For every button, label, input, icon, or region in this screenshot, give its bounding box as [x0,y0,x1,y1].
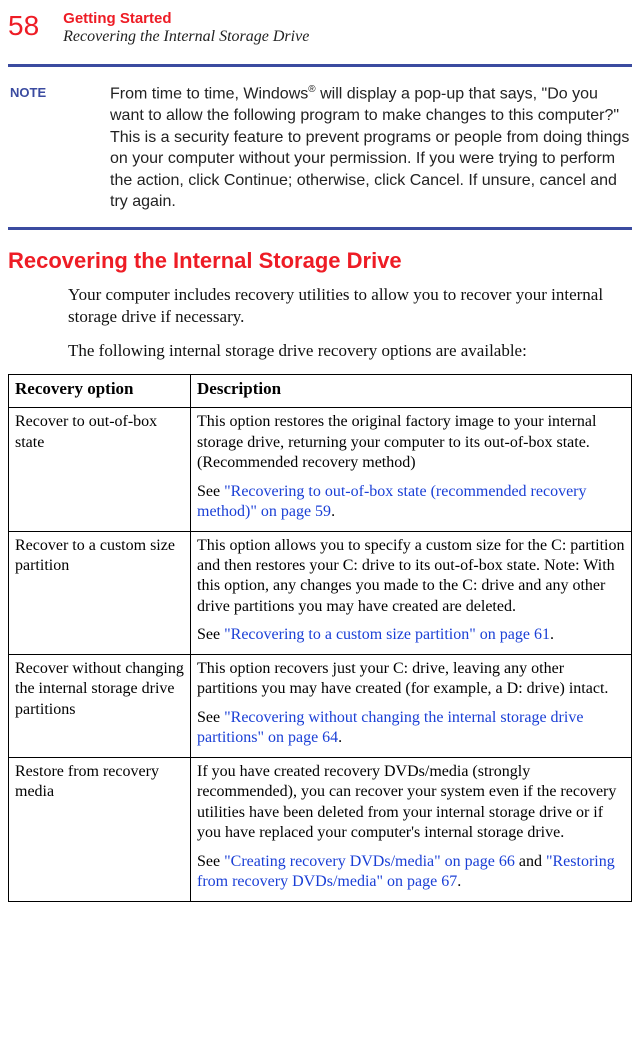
table-header-option: Recovery option [9,375,191,408]
see-suffix: . [331,503,335,520]
table-header-description: Description [191,375,632,408]
table-header-row: Recovery option Description [9,375,632,408]
page-number: 58 [8,10,39,42]
table-cell-option: Recover to out-of-box state [9,408,191,531]
table-cell-option: Restore from recovery media [9,757,191,901]
see-suffix: . [457,873,461,890]
table-cell-description: This option restores the original factor… [191,408,632,531]
table-desc-main: If you have created recovery DVDs/media … [197,762,625,844]
note-text: From time to time, Windows® will display… [110,83,630,213]
body-paragraph-1: Your computer includes recovery utilitie… [68,284,632,328]
table-desc-see: See "Creating recovery DVDs/media" on pa… [197,852,625,893]
chapter-title: Getting Started [63,10,632,27]
see-prefix: See [197,626,224,643]
see-suffix: . [338,729,342,746]
table-cell-option: Recover without changing the internal st… [9,654,191,757]
see-mid: and [515,853,546,870]
table-cell-description: If you have created recovery DVDs/media … [191,757,632,901]
table-desc-see: See "Recovering to out-of-box state (rec… [197,482,625,523]
header-titles: Getting Started Recovering the Internal … [63,10,632,46]
recovery-options-table: Recovery option Description Recover to o… [8,374,632,901]
see-link[interactable]: "Recovering to a custom size partition" … [224,626,550,643]
section-subtitle: Recovering the Internal Storage Drive [63,28,632,46]
table-desc-main: This option allows you to specify a cust… [197,536,625,618]
table-row: Recover to a custom size partition This … [9,531,632,654]
table-row: Restore from recovery media If you have … [9,757,632,901]
note-text-after: will display a pop-up that says, "Do you… [110,85,629,210]
note-block: NOTE From time to time, Windows® will di… [8,83,632,213]
table-cell-option: Recover to a custom size partition [9,531,191,654]
see-prefix: See [197,483,224,500]
table-desc-see: See "Recovering without changing the int… [197,708,625,749]
table-cell-description: This option recovers just your C: drive,… [191,654,632,757]
see-suffix: . [550,626,554,643]
see-link[interactable]: "Creating recovery DVDs/media" on page 6… [224,853,515,870]
table-row: Recover to out-of-box state This option … [9,408,632,531]
note-sup: ® [308,84,315,95]
table-row: Recover without changing the internal st… [9,654,632,757]
table-desc-see: See "Recovering to a custom size partiti… [197,625,625,645]
table-desc-main: This option recovers just your C: drive,… [197,659,625,700]
divider-bottom [8,227,632,230]
page-header: 58 Getting Started Recovering the Intern… [8,10,632,46]
divider-top [8,64,632,67]
note-label: NOTE [10,83,110,213]
see-link[interactable]: "Recovering without changing the interna… [197,709,583,746]
see-prefix: See [197,853,224,870]
body-paragraph-2: The following internal storage drive rec… [68,340,632,362]
table-desc-main: This option restores the original factor… [197,412,625,473]
section-heading: Recovering the Internal Storage Drive [8,248,632,274]
see-prefix: See [197,709,224,726]
see-link[interactable]: "Recovering to out-of-box state (recomme… [197,483,587,520]
table-cell-description: This option allows you to specify a cust… [191,531,632,654]
note-text-before: From time to time, Windows [110,85,308,102]
